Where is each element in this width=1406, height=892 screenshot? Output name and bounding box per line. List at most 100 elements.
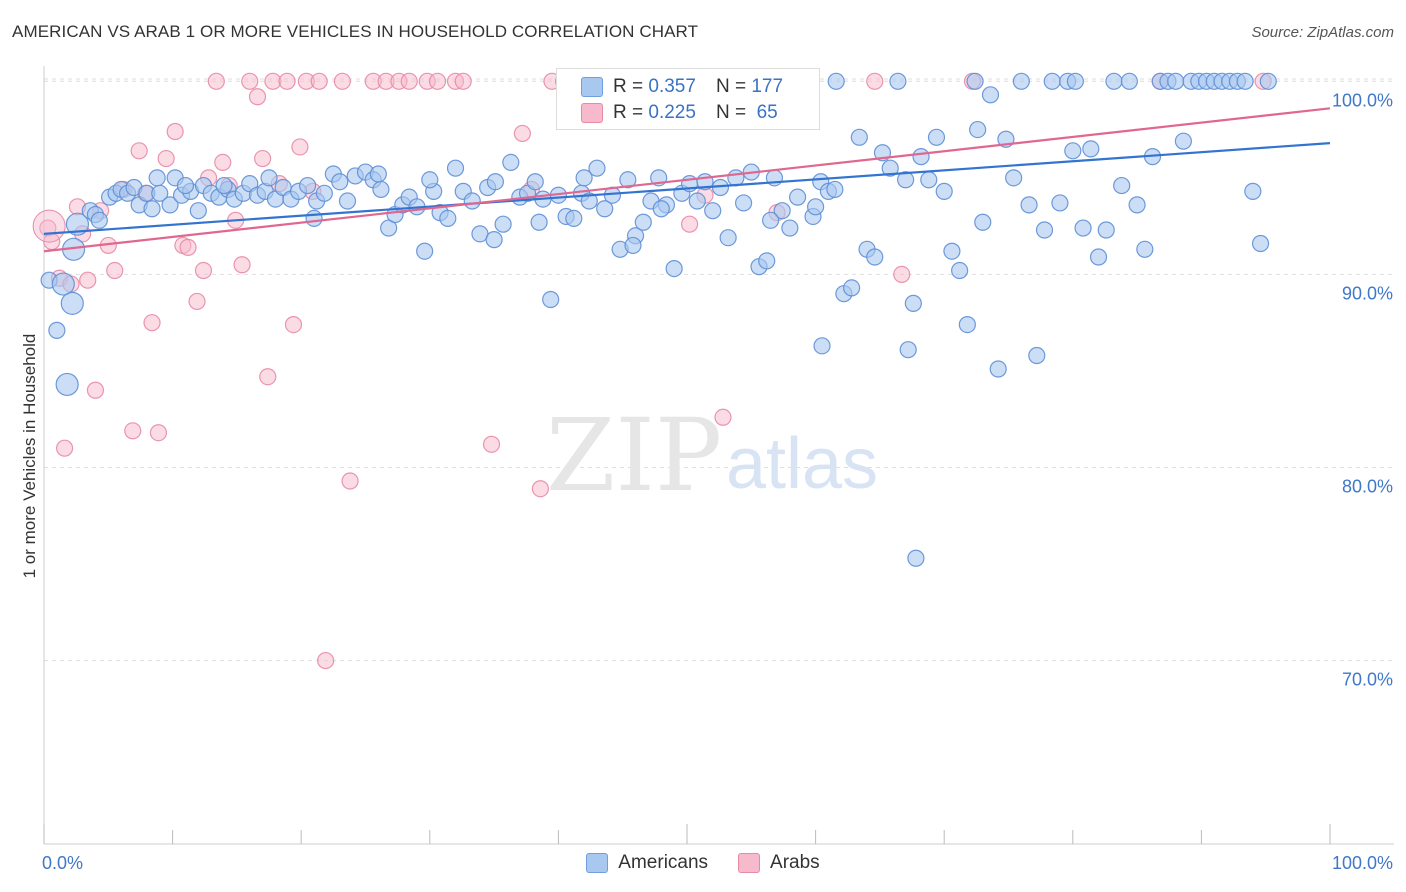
americans-point xyxy=(1012,72,1030,90)
americans-point xyxy=(719,229,737,247)
n-label: N = xyxy=(715,102,747,123)
americans-point xyxy=(1051,194,1069,212)
americans-point xyxy=(416,242,434,260)
arabs-point xyxy=(86,381,105,399)
y-tick-label: 80.0% xyxy=(1342,476,1393,496)
arabs-swatch xyxy=(581,103,603,123)
arabs-point xyxy=(55,439,74,457)
americans-point xyxy=(65,212,90,236)
americans-point xyxy=(866,248,884,266)
watermark: ZIP atlas xyxy=(546,397,878,514)
americans-point xyxy=(60,291,84,315)
americans-point xyxy=(331,173,349,191)
r-value: 0.357 xyxy=(648,76,696,97)
americans-point xyxy=(897,171,915,189)
stats-row-arabs: R = 0.225 N = 65 xyxy=(581,101,778,125)
americans-point xyxy=(1259,72,1277,90)
americans-point xyxy=(1005,169,1023,187)
americans-point xyxy=(920,171,938,189)
americans-point xyxy=(90,211,108,229)
americans-point xyxy=(958,315,976,334)
americans-legend-swatch xyxy=(586,853,609,873)
americans-point xyxy=(421,171,439,189)
y-tick-label: 100.0% xyxy=(1332,90,1393,110)
legend-item-arabs[interactable]: Arabs xyxy=(738,852,820,874)
arabs-point xyxy=(248,88,267,106)
americans-point xyxy=(634,213,652,231)
americans-point xyxy=(463,192,481,210)
americans-point xyxy=(143,200,161,218)
americans-point xyxy=(727,169,745,187)
americans-point xyxy=(943,242,961,260)
americans-point xyxy=(688,192,706,210)
r-label: R = xyxy=(613,76,644,97)
americans-point xyxy=(1089,248,1108,266)
arabs-point xyxy=(482,435,501,453)
americans-point xyxy=(624,236,642,255)
chart-source: Source: ZipAtlas.com xyxy=(1251,24,1394,41)
americans-point xyxy=(1136,240,1154,258)
x-tick-label: 100.0% xyxy=(1332,853,1393,873)
americans-point xyxy=(1236,72,1254,90)
americans-point xyxy=(704,202,722,220)
americans-point xyxy=(981,86,1000,104)
arabs-point xyxy=(79,271,97,289)
arabs-point xyxy=(241,72,259,90)
americans-point xyxy=(446,159,465,177)
arabs-point xyxy=(428,72,447,90)
arabs-trend-line xyxy=(43,107,1331,253)
arabs-point xyxy=(310,72,328,90)
americans-point xyxy=(530,213,548,231)
arabs-legend-swatch xyxy=(738,853,761,873)
americans-swatch xyxy=(581,77,603,97)
arabs-point xyxy=(317,651,335,670)
americans-point xyxy=(813,337,831,355)
americans-point xyxy=(48,321,66,339)
americans-point xyxy=(1097,221,1115,239)
americans-point xyxy=(51,272,75,296)
arabs-point xyxy=(513,124,531,143)
arabs-point xyxy=(531,480,549,498)
arabs-point xyxy=(143,314,161,332)
americans-point xyxy=(652,200,670,218)
grid-lines xyxy=(44,78,1394,662)
y-tick-label: 70.0% xyxy=(1342,670,1393,690)
americans-point xyxy=(161,196,179,214)
legend-item-americans[interactable]: Americans xyxy=(586,852,708,874)
stats-row-americans: R = 0.357 N = 177 xyxy=(581,75,783,99)
arabs-point xyxy=(291,138,309,156)
trend-lines xyxy=(43,107,1331,253)
americans-point xyxy=(907,549,925,567)
americans-point xyxy=(1120,72,1138,90)
americans-point xyxy=(912,148,930,166)
r-value: 0.225 xyxy=(648,102,696,123)
tick-labels: 70.0% 80.0% 90.0% 100.0% 0.0% 100.0% xyxy=(42,90,1393,873)
americans-point xyxy=(315,184,333,202)
americans-point xyxy=(1066,72,1084,90)
americans-point xyxy=(758,252,776,270)
arabs-point xyxy=(194,261,213,280)
americans-point xyxy=(575,169,593,187)
americans-point xyxy=(1251,234,1270,253)
americans-point xyxy=(881,159,899,177)
americans-point xyxy=(850,128,868,146)
americans-point xyxy=(1167,72,1185,90)
arabs-point xyxy=(124,422,142,440)
arabs-point xyxy=(149,424,168,442)
legend-label-americans: Americans xyxy=(618,852,709,873)
arabs-point xyxy=(278,72,296,90)
arabs-point xyxy=(400,72,418,90)
americans-point xyxy=(1128,196,1146,214)
americans-point xyxy=(827,72,845,90)
legend-label-arabs: Arabs xyxy=(770,852,820,873)
arabs-point xyxy=(166,122,184,141)
americans-point xyxy=(773,202,791,220)
americans-point xyxy=(781,219,799,237)
x-tick-label: 0.0% xyxy=(42,853,83,873)
stats-legend: R = 0.357 N = 177 R = 0.225 N = 65 xyxy=(556,68,820,130)
americans-point xyxy=(486,173,504,191)
arabs-point xyxy=(188,292,206,311)
arabs-point xyxy=(714,408,732,426)
americans-point xyxy=(260,169,278,187)
